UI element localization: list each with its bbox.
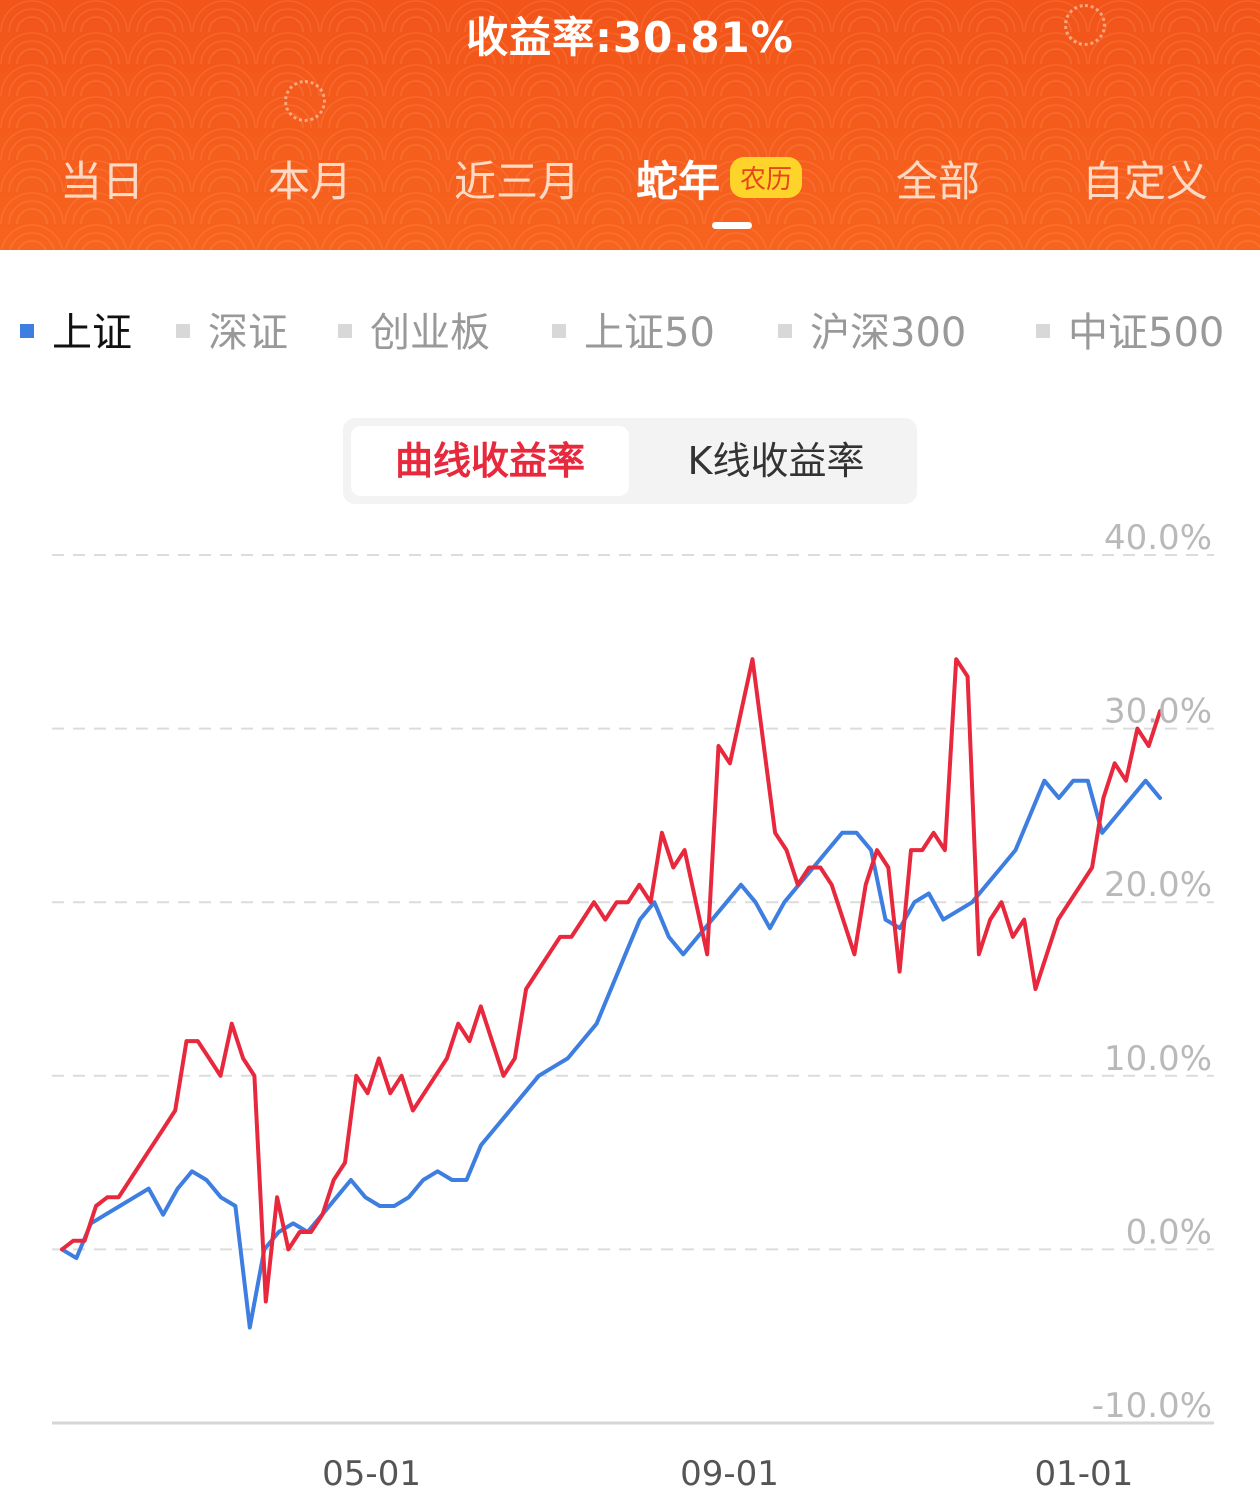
x-tick-label: 05-01 [322,1454,421,1494]
y-tick-label: 20.0% [1104,865,1212,905]
legend-square-icon [1036,324,1050,338]
tab-snake-year[interactable]: 蛇年 农历 [636,148,803,209]
legend-square-icon [338,324,352,338]
period-tabs: 当日 本月 近三月 蛇年 农历 全部 自定义 [0,148,1260,208]
x-tick-label: 01-01 [1034,1454,1133,1494]
tab-all[interactable]: 全部 [896,157,981,206]
legend-square-icon [778,324,792,338]
lunar-badge: 农历 [730,157,803,198]
kline-yield-button[interactable]: K线收益率 [687,439,865,483]
y-tick-label: -10.0% [1092,1386,1212,1426]
chart-mode-toggle: 曲线收益率 K线收益率 [343,418,917,504]
legend-square-icon [20,324,34,338]
yield-title: 收益率:30.81% [466,13,794,62]
firework-decoration-icon [1064,4,1106,46]
y-tick-label: 10.0% [1104,1039,1212,1079]
index-selector: 上证 深证 创业板 上证50 沪深300 中证500 [0,300,1260,356]
portfolio-series-line [60,657,1162,1304]
index-sse50[interactable]: 上证50 [552,300,715,358]
tab-this-month[interactable]: 本月 [268,157,353,206]
tab-last-three-months[interactable]: 近三月 [454,157,581,206]
legend-square-icon [552,324,566,338]
index-csi300[interactable]: 沪深300 [778,300,966,358]
tab-today[interactable]: 当日 [60,157,145,206]
header-banner: 收益率:30.81% 当日 本月 近三月 蛇年 农历 全部 自定义 [0,0,1260,250]
index-szse[interactable]: 深证 [176,300,288,358]
yield-chart: 40.0% 30.0% 20.0% 10.0% 0.0% -10.0% 05-01 09-01… [52,518,1214,1494]
index-csi500[interactable]: 中证500 [1036,300,1224,358]
tab-custom[interactable]: 自定义 [1082,157,1209,206]
index-sse[interactable]: 上证 [20,300,132,358]
active-tab-indicator [712,222,752,229]
y-tick-label: 40.0% [1104,518,1212,558]
firework-decoration-icon [284,80,326,122]
y-tick-label: 30.0% [1104,692,1212,732]
curve-yield-button[interactable]: 曲线收益率 [351,426,629,496]
x-tick-label: 09-01 [680,1454,779,1494]
index-chinext[interactable]: 创业板 [338,300,490,358]
legend-square-icon [176,324,190,338]
y-tick-label: 0.0% [1126,1212,1212,1252]
